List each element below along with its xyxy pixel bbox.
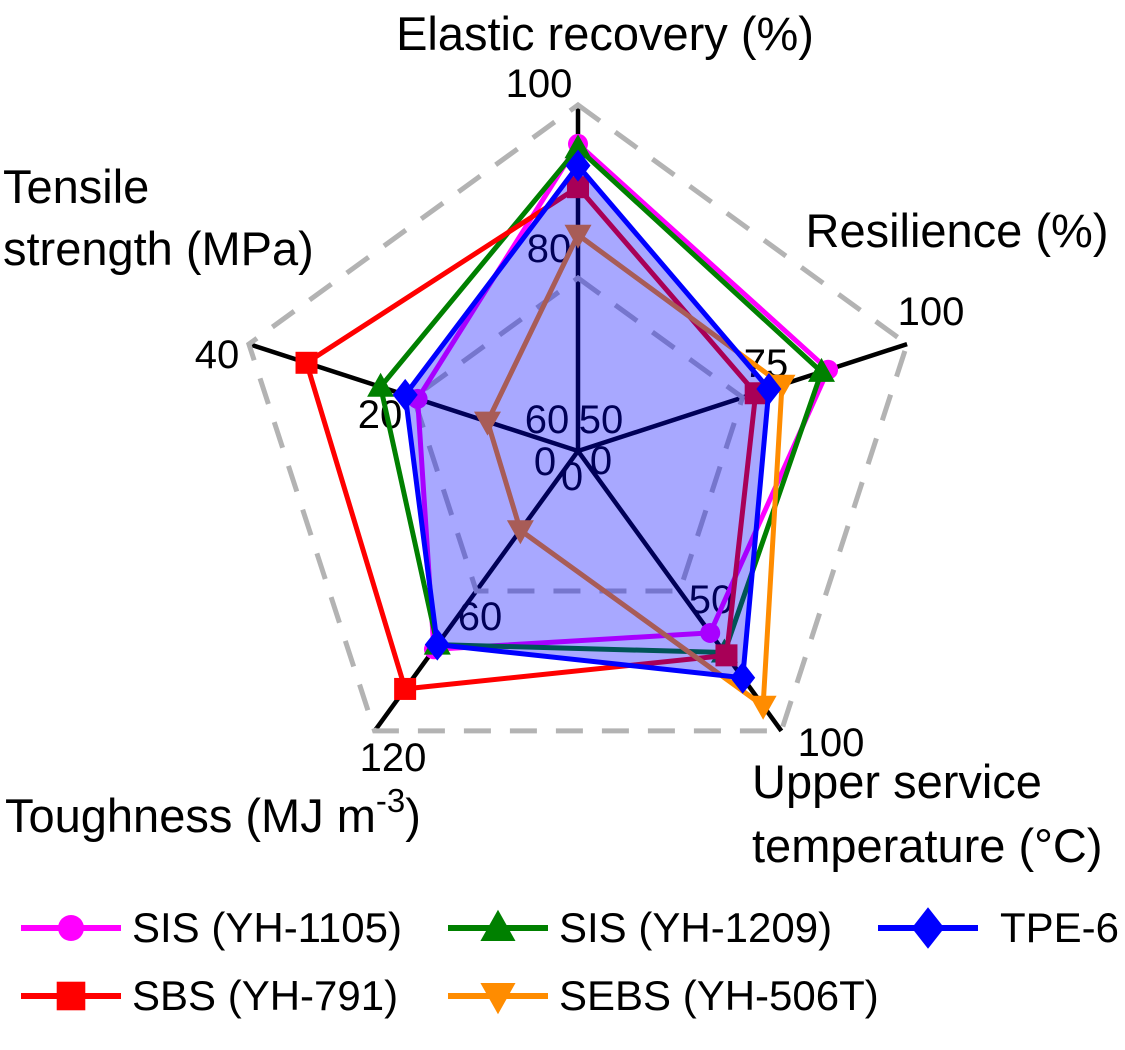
axis-title-part: Toughness (MJ m	[5, 789, 376, 842]
tick-label-axis3-mid: 60	[458, 595, 503, 639]
marker-triangle-up	[367, 372, 395, 397]
axis-title-0-line0: Elastic recovery (%)	[396, 7, 814, 60]
series-line-sebs-yh-506t	[484, 231, 785, 711]
marker-square	[295, 351, 318, 374]
tick-label-axis1-min: 50	[579, 398, 624, 442]
tick-label-axis2-max: 100	[798, 721, 865, 765]
series-sebs-yh-506t	[474, 224, 796, 720]
legend-item-sbs-yh-791: SBS (YH-791)	[21, 972, 398, 1019]
legend-item-sebs-yh-506t: SEBS (YH-506T)	[448, 972, 879, 1019]
tick-label-axis2-min: 0	[590, 439, 612, 483]
marker-triangle-up	[564, 134, 592, 159]
marker-triangle-down	[480, 983, 516, 1015]
axis-title-2-line0: Upper service	[752, 755, 1042, 808]
axis-titles: Elastic recovery (%) Resilience (%) Upper …	[3, 7, 1108, 872]
series-line-sis-yh-1209	[377, 144, 825, 656]
grid-pentagons	[245, 101, 911, 734]
marker-diamond	[392, 378, 418, 411]
legend-label-sebs-yh-506t: SEBS (YH-506T)	[559, 972, 879, 1019]
axis-title-1-line0: Resilience (%)	[806, 204, 1109, 257]
series-sbs-yh-791	[295, 176, 767, 700]
series-line-tpe-6	[402, 161, 772, 681]
tick-label-axis0-max: 100	[506, 62, 573, 106]
marker-triangle-down	[564, 224, 592, 249]
series-tpe-6	[392, 149, 782, 694]
marker-diamond	[756, 373, 782, 405]
marker-diamond	[424, 628, 450, 661]
legend-label-sis-yh-1209: SIS (YH-1209)	[559, 904, 832, 951]
series-line-sbs-yh-791	[303, 183, 759, 692]
tick-label-axis3-min: 0	[561, 455, 583, 499]
tick-label-axis4-mid: 20	[358, 393, 403, 437]
marker-diamond	[911, 907, 945, 949]
axis-title-2-line1: temperature (°C)	[752, 819, 1103, 872]
series-fill-tpe-6	[405, 165, 769, 678]
marker-triangle-down	[768, 374, 796, 399]
marker-diamond	[730, 661, 756, 694]
legend-label-sis-yh-1105: SIS (YH-1105)	[132, 904, 402, 951]
axis-title-3: Toughness (MJ m-3)	[5, 782, 421, 842]
axis-title-4-line0: Tensile	[3, 160, 149, 213]
tick-label-axis3-max: 120	[360, 736, 427, 780]
legend-item-tpe-6: TPE-6	[878, 904, 1119, 951]
legend-label-tpe-6: TPE-6	[1000, 904, 1119, 951]
tick-label-axis4-max: 40	[195, 333, 240, 377]
legend-item-sis-yh-1209: SIS (YH-1209)	[448, 904, 832, 951]
tick-label-axis1-max: 100	[898, 290, 965, 334]
legend-item-sis-yh-1105: SIS (YH-1105)	[21, 904, 402, 951]
legend-label-sbs-yh-791: SBS (YH-791)	[132, 972, 398, 1019]
axis-title-part: )	[405, 789, 421, 842]
marker-diamond	[565, 149, 591, 182]
marker-square	[56, 981, 86, 1011]
marker-circle	[58, 915, 84, 941]
marker-square	[567, 176, 589, 199]
grid-pentagon-outer	[245, 101, 911, 734]
axis-title-4-line1: strength (MPa)	[3, 222, 314, 275]
marker-triangle-up	[808, 357, 835, 382]
marker-square	[394, 677, 417, 700]
marker-circle	[700, 622, 721, 643]
marker-square	[715, 644, 738, 667]
series-line-sis-yh-1105	[415, 140, 832, 652]
grid-pentagon-inner	[410, 274, 746, 594]
legend: SIS (YH-1105) SIS (YH-1209) TPE-6 SBS (YH-7…	[21, 904, 1119, 1019]
marker-triangle-down	[474, 411, 501, 436]
marker-triangle-up	[480, 909, 516, 941]
tick-label-axis0-min: 60	[525, 398, 570, 442]
axis-title-part: -3	[376, 782, 405, 819]
tick-label-axis4-min: 0	[534, 440, 556, 484]
marker-triangle-down	[749, 695, 777, 720]
marker-triangle-down	[506, 520, 534, 545]
